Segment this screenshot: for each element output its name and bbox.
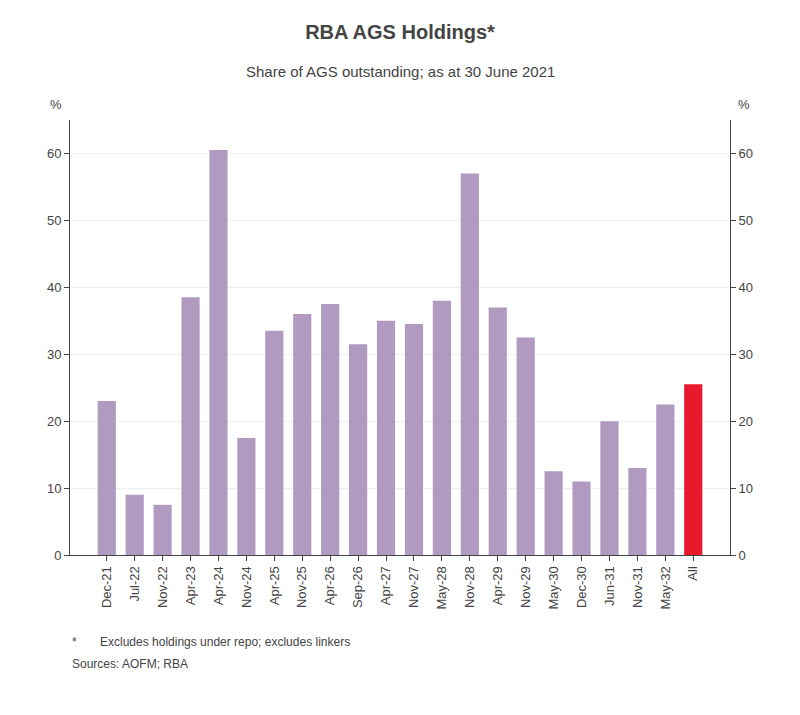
svg-text:Apr-29: Apr-29: [490, 566, 505, 605]
svg-text:0: 0: [54, 548, 61, 563]
svg-text:All: All: [685, 566, 700, 581]
svg-text:Jun-31: Jun-31: [602, 566, 617, 606]
svg-text:Nov-24: Nov-24: [239, 566, 254, 608]
svg-text:60: 60: [47, 146, 61, 161]
svg-text:Dec-30: Dec-30: [574, 566, 589, 608]
svg-text:* Excludes holdings unde: * Excludes holdings under repo; excludes…: [72, 635, 350, 649]
svg-text:Jul-22: Jul-22: [127, 566, 142, 601]
svg-text:40: 40: [739, 280, 753, 295]
svg-text:Nov-29: Nov-29: [518, 566, 533, 608]
svg-text:60: 60: [739, 146, 753, 161]
svg-text:10: 10: [739, 481, 753, 496]
svg-text:%: %: [738, 97, 750, 112]
svg-text:%: %: [50, 97, 62, 112]
svg-text:50: 50: [47, 213, 61, 228]
svg-text:Nov-22: Nov-22: [155, 566, 170, 608]
svg-text:Nov-28: Nov-28: [462, 566, 477, 608]
svg-text:May-32: May-32: [658, 566, 673, 609]
svg-text:0: 0: [739, 548, 746, 563]
svg-text:Nov-25: Nov-25: [294, 566, 309, 608]
svg-text:Dec-21: Dec-21: [99, 566, 114, 608]
svg-text:Nov-31: Nov-31: [630, 566, 645, 608]
svg-text:Apr-25: Apr-25: [267, 566, 282, 605]
svg-text:20: 20: [47, 414, 61, 429]
svg-text:Apr-24: Apr-24: [211, 566, 226, 605]
svg-text:30: 30: [47, 347, 61, 362]
svg-text:Apr-26: Apr-26: [322, 566, 337, 605]
svg-text:Apr-27: Apr-27: [378, 566, 393, 605]
svg-text:30: 30: [739, 347, 753, 362]
svg-text:Share of AGS outstanding; as a: Share of AGS outstanding; as at 30 June …: [246, 63, 555, 80]
svg-text:May-28: May-28: [434, 566, 449, 609]
svg-text:Apr-23: Apr-23: [183, 566, 198, 605]
svg-text:May-30: May-30: [546, 566, 561, 609]
svg-text:Sources: AOFM; RBA: Sources: AOFM; RBA: [72, 657, 188, 671]
svg-text:Sep-26: Sep-26: [350, 566, 365, 608]
svg-text:10: 10: [47, 481, 61, 496]
svg-text:Nov-27: Nov-27: [406, 566, 421, 608]
svg-text:50: 50: [739, 213, 753, 228]
svg-text:40: 40: [47, 280, 61, 295]
svg-text:RBA AGS Holdings*: RBA AGS Holdings*: [305, 21, 495, 43]
svg-text:20: 20: [739, 414, 753, 429]
